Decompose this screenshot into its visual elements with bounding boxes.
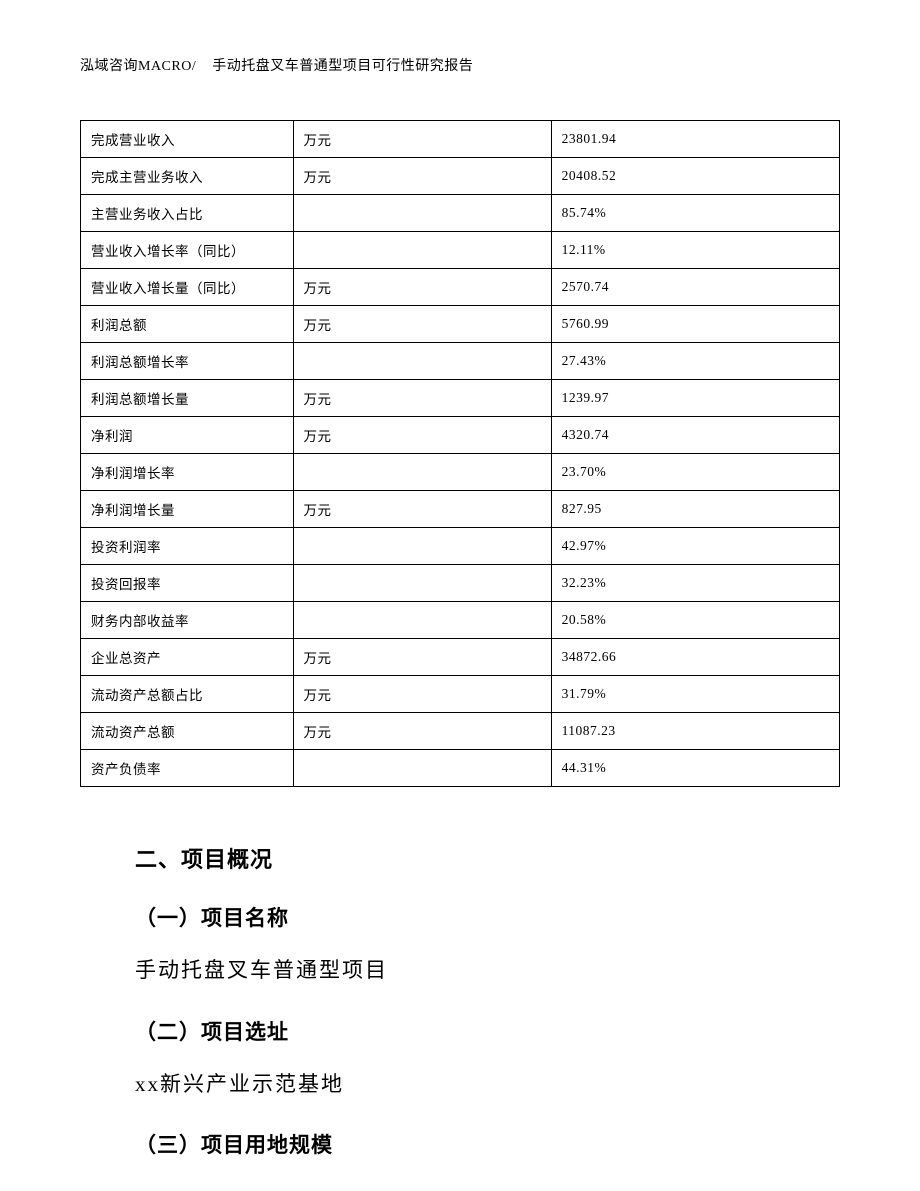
metric-name: 净利润增长量 — [81, 491, 294, 528]
subsection-heading-name: （一）项目名称 — [135, 902, 810, 932]
metric-name: 投资回报率 — [81, 565, 294, 602]
table-row: 投资利润率 42.97% — [81, 528, 840, 565]
metric-unit: 万元 — [293, 491, 551, 528]
metric-value: 44.31% — [551, 750, 839, 787]
metric-value: 5760.99 — [551, 306, 839, 343]
metric-unit — [293, 565, 551, 602]
metric-unit — [293, 528, 551, 565]
project-location-text: xx新兴产业示范基地 — [135, 1068, 810, 1102]
metric-value: 20.58% — [551, 602, 839, 639]
metric-value: 23801.94 — [551, 121, 839, 158]
metric-value: 2570.74 — [551, 269, 839, 306]
metric-unit — [293, 602, 551, 639]
metric-value: 12.11% — [551, 232, 839, 269]
metric-name: 流动资产总额 — [81, 713, 294, 750]
metric-value: 1239.97 — [551, 380, 839, 417]
table-row: 营业收入增长量（同比）万元2570.74 — [81, 269, 840, 306]
metric-unit: 万元 — [293, 380, 551, 417]
metric-name: 净利润 — [81, 417, 294, 454]
metric-value: 4320.74 — [551, 417, 839, 454]
table-row: 完成营业收入万元23801.94 — [81, 121, 840, 158]
financial-table: 完成营业收入万元23801.94完成主营业务收入万元20408.52主营业务收入… — [80, 120, 840, 787]
metric-name: 主营业务收入占比 — [81, 195, 294, 232]
subsection-heading-location: （二）项目选址 — [135, 1016, 810, 1046]
table-row: 主营业务收入占比 85.74% — [81, 195, 840, 232]
metric-value: 32.23% — [551, 565, 839, 602]
metric-unit: 万元 — [293, 306, 551, 343]
section-heading-overview: 二、项目概况 — [135, 842, 810, 874]
table-row: 财务内部收益率 20.58% — [81, 602, 840, 639]
metric-value: 85.74% — [551, 195, 839, 232]
table-row: 流动资产总额万元11087.23 — [81, 713, 840, 750]
document-title: 手动托盘叉车普通型项目可行性研究报告 — [212, 59, 473, 74]
metric-value: 20408.52 — [551, 158, 839, 195]
metric-value: 42.97% — [551, 528, 839, 565]
metric-unit: 万元 — [293, 676, 551, 713]
metric-name: 利润总额增长率 — [81, 343, 294, 380]
table-row: 利润总额万元5760.99 — [81, 306, 840, 343]
metric-value: 27.43% — [551, 343, 839, 380]
metric-unit — [293, 195, 551, 232]
metric-name: 财务内部收益率 — [81, 602, 294, 639]
metric-unit: 万元 — [293, 269, 551, 306]
table-row: 利润总额增长率 27.43% — [81, 343, 840, 380]
subsection-heading-land: （三）项目用地规模 — [135, 1129, 810, 1159]
company-name: 泓域咨询MACRO/ — [80, 59, 196, 74]
metric-name: 净利润增长率 — [81, 454, 294, 491]
metric-name: 投资利润率 — [81, 528, 294, 565]
table-row: 净利润增长率 23.70% — [81, 454, 840, 491]
metric-name: 资产负债率 — [81, 750, 294, 787]
table-row: 净利润增长量万元827.95 — [81, 491, 840, 528]
page-header: 泓域咨询MACRO/ 手动托盘叉车普通型项目可行性研究报告 — [80, 55, 840, 75]
metric-unit — [293, 750, 551, 787]
table-row: 完成主营业务收入万元20408.52 — [81, 158, 840, 195]
content-section: 二、项目概况 （一）项目名称 手动托盘叉车普通型项目 （二）项目选址 xx新兴产… — [80, 842, 840, 1159]
metric-unit: 万元 — [293, 158, 551, 195]
metric-value: 23.70% — [551, 454, 839, 491]
table-row: 净利润万元4320.74 — [81, 417, 840, 454]
metric-name: 企业总资产 — [81, 639, 294, 676]
metric-value: 31.79% — [551, 676, 839, 713]
metric-name: 利润总额增长量 — [81, 380, 294, 417]
metric-name: 流动资产总额占比 — [81, 676, 294, 713]
metric-unit: 万元 — [293, 417, 551, 454]
metric-unit — [293, 343, 551, 380]
metric-value: 827.95 — [551, 491, 839, 528]
table-row: 资产负债率 44.31% — [81, 750, 840, 787]
table-row: 投资回报率 32.23% — [81, 565, 840, 602]
metric-name: 完成营业收入 — [81, 121, 294, 158]
metric-value: 11087.23 — [551, 713, 839, 750]
metric-name: 营业收入增长量（同比） — [81, 269, 294, 306]
metric-unit: 万元 — [293, 639, 551, 676]
metric-unit: 万元 — [293, 713, 551, 750]
metric-unit — [293, 232, 551, 269]
table-row: 流动资产总额占比万元31.79% — [81, 676, 840, 713]
table-row: 利润总额增长量万元1239.97 — [81, 380, 840, 417]
table-row: 企业总资产万元34872.66 — [81, 639, 840, 676]
metric-value: 34872.66 — [551, 639, 839, 676]
project-name-text: 手动托盘叉车普通型项目 — [135, 954, 810, 988]
metric-unit — [293, 454, 551, 491]
metric-unit: 万元 — [293, 121, 551, 158]
metric-name: 完成主营业务收入 — [81, 158, 294, 195]
metric-name: 利润总额 — [81, 306, 294, 343]
metric-name: 营业收入增长率（同比） — [81, 232, 294, 269]
table-row: 营业收入增长率（同比） 12.11% — [81, 232, 840, 269]
